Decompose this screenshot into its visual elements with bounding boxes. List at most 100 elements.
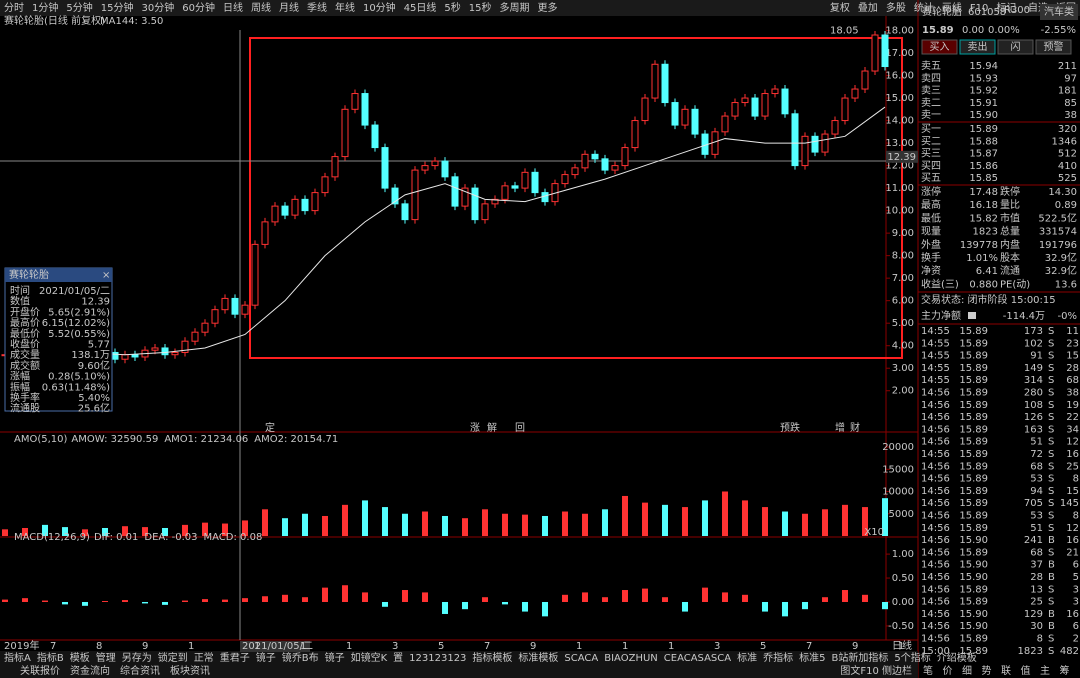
stat-label: 市值	[1000, 211, 1020, 224]
period-tab[interactable]: 分时	[4, 2, 24, 14]
side-tab[interactable]: 主	[1040, 665, 1050, 677]
bar	[762, 601, 768, 612]
trade-volume: 1823	[1018, 646, 1043, 657]
button[interactable]	[959, 39, 996, 55]
period-tab[interactable]: 45日线	[404, 1, 437, 14]
trade-side: S	[1048, 449, 1054, 460]
event-marker[interactable]: 涨	[470, 422, 480, 434]
button-label[interactable]: 卖出	[968, 40, 988, 53]
indicator-tab[interactable]: 镜子	[256, 651, 276, 664]
button-label[interactable]: 买入	[930, 41, 950, 53]
period-tab[interactable]: 日线	[223, 1, 243, 14]
side-tab[interactable]: 联	[1001, 665, 1011, 677]
indicator-tab[interactable]: 介绍模板	[937, 651, 977, 664]
trade-count: 6	[1073, 621, 1079, 632]
side-tab[interactable]: 值	[1021, 664, 1031, 677]
period-tab[interactable]: 月线	[279, 1, 299, 14]
indicator-tab[interactable]: 重君子	[220, 651, 250, 664]
toolbar-bg	[0, 0, 1080, 16]
indicator-tab[interactable]: 锁定到	[158, 651, 188, 664]
flow-label: 主力净额	[921, 309, 961, 322]
side-tab[interactable]: 筹	[1060, 664, 1070, 677]
indicator-tab[interactable]: B站新加指标	[831, 651, 888, 664]
indicator-tab[interactable]: 标准模板	[518, 651, 558, 664]
bar	[262, 596, 268, 602]
candle	[121, 354, 129, 360]
period-tab[interactable]: 年线	[335, 1, 355, 14]
trade-volume: 51	[1030, 523, 1043, 534]
period-tab[interactable]: 15秒	[469, 1, 492, 14]
x-tick-label: 9	[852, 641, 858, 652]
tool-button[interactable]: 复权	[830, 1, 850, 14]
indicator-tab[interactable]: BIAOZHUN	[604, 653, 658, 664]
info-tab[interactable]: 资金流向	[70, 664, 110, 677]
indicator-tab[interactable]: 指标B	[37, 651, 64, 664]
popup-label: 换手率	[10, 391, 40, 404]
period-tab[interactable]: 更多	[538, 1, 558, 14]
button-label[interactable]: 闪	[1011, 40, 1021, 53]
button[interactable]	[1035, 39, 1072, 55]
event-marker[interactable]: 回	[515, 422, 525, 434]
indicator-tab[interactable]: 指标A	[4, 651, 31, 664]
side-tab[interactable]: 细	[962, 664, 972, 677]
indicator-tab[interactable]: 另存为	[122, 651, 152, 664]
indicator-tab[interactable]: 模板	[70, 651, 90, 664]
side-tab[interactable]: 笔	[923, 664, 933, 677]
bar	[422, 592, 428, 602]
indicator-tab[interactable]: 5个指标	[894, 651, 930, 664]
indicator-tab[interactable]: 正常	[194, 651, 214, 664]
period-tab[interactable]: 1分钟	[32, 1, 58, 14]
indicator-tab[interactable]: 标准5	[799, 652, 825, 664]
indicator-tab[interactable]: 置	[393, 652, 403, 664]
period-tab[interactable]: 5分钟	[66, 1, 92, 14]
indicator-tab[interactable]: 标准	[737, 652, 757, 664]
period-tab[interactable]: 周线	[251, 1, 271, 14]
indicator-tab[interactable]: 管理	[96, 651, 116, 664]
period-tab[interactable]: 30分钟	[141, 1, 174, 14]
period-tab[interactable]: 60分钟	[182, 1, 215, 14]
event-marker[interactable]: 增	[835, 421, 845, 434]
side-tab[interactable]: 价	[943, 665, 953, 677]
tool-button[interactable]: 多股	[886, 1, 906, 14]
button[interactable]	[921, 39, 958, 55]
bar	[322, 587, 328, 602]
period-tab[interactable]: 5秒	[444, 1, 460, 14]
event-marker[interactable]: 解	[487, 421, 497, 434]
info-tab[interactable]: 板块资讯	[170, 664, 210, 677]
indicator-tab[interactable]: 指标模板	[472, 651, 512, 664]
period-tab[interactable]: 10分钟	[363, 1, 396, 14]
event-marker[interactable]: 预跌	[780, 421, 800, 434]
trade-side: S	[1048, 461, 1054, 472]
indicator-tab[interactable]: SCACA	[564, 653, 598, 664]
indicator-tab[interactable]: 乔指标	[763, 651, 793, 664]
indicator-tab[interactable]: 123123123	[409, 653, 466, 664]
info-tab[interactable]: 关联报价	[20, 664, 60, 677]
x-tick-label: 2019年	[4, 639, 39, 652]
button-label[interactable]: 预警	[1044, 40, 1064, 53]
event-marker[interactable]: 财	[850, 421, 860, 434]
side-link[interactable]: 图文F10 侧边栏	[840, 664, 912, 677]
trade-time: 14:56	[921, 437, 950, 448]
trade-side: S	[1048, 597, 1054, 608]
tool-button[interactable]: 叠加	[858, 2, 878, 14]
tool-button[interactable]: 标记	[996, 2, 1016, 14]
period-tab[interactable]: 季线	[307, 1, 327, 14]
close-button[interactable]: ×	[102, 270, 110, 281]
button[interactable]	[997, 39, 1034, 55]
period-tab[interactable]: 多周期	[500, 1, 530, 14]
tool-button[interactable]: 画线	[942, 1, 962, 14]
stat-value: 15.82	[969, 213, 998, 224]
indicator-tab[interactable]: CEACASASCA	[664, 653, 731, 664]
event-marker[interactable]: 定	[265, 421, 275, 434]
y-tick-label: 15.00	[885, 93, 914, 104]
info-tab[interactable]: 综合资讯	[120, 664, 160, 677]
side-tab[interactable]: 势	[982, 664, 992, 677]
bar	[482, 509, 488, 536]
period-tab[interactable]: 15分钟	[101, 1, 134, 14]
indicator-tab[interactable]: 镜子	[325, 651, 345, 664]
tool-button[interactable]: F10	[970, 3, 988, 14]
sector[interactable]: 汽车类	[1044, 5, 1074, 18]
tool-button[interactable]: 统计	[914, 1, 934, 14]
indicator-tab[interactable]: 如镜空K	[351, 651, 388, 664]
indicator-tab[interactable]: 镜乔B布	[282, 651, 319, 664]
